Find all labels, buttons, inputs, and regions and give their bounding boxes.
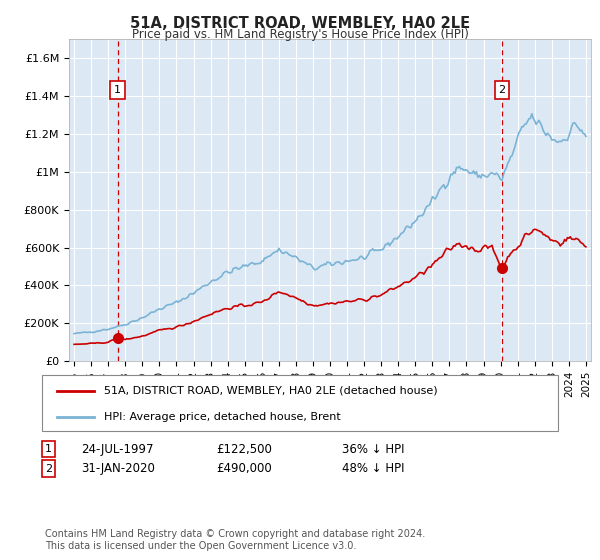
Text: £122,500: £122,500 xyxy=(216,442,272,456)
Text: 1: 1 xyxy=(45,444,52,454)
Text: £490,000: £490,000 xyxy=(216,462,272,475)
Text: 48% ↓ HPI: 48% ↓ HPI xyxy=(342,462,404,475)
Text: 31-JAN-2020: 31-JAN-2020 xyxy=(81,462,155,475)
Text: 36% ↓ HPI: 36% ↓ HPI xyxy=(342,442,404,456)
Text: Contains HM Land Registry data © Crown copyright and database right 2024.
This d: Contains HM Land Registry data © Crown c… xyxy=(45,529,425,551)
Text: 1: 1 xyxy=(114,85,121,95)
Text: Price paid vs. HM Land Registry's House Price Index (HPI): Price paid vs. HM Land Registry's House … xyxy=(131,28,469,41)
Text: 2: 2 xyxy=(499,85,506,95)
FancyBboxPatch shape xyxy=(42,375,558,431)
Text: 51A, DISTRICT ROAD, WEMBLEY, HA0 2LE (detached house): 51A, DISTRICT ROAD, WEMBLEY, HA0 2LE (de… xyxy=(104,386,437,396)
Text: HPI: Average price, detached house, Brent: HPI: Average price, detached house, Bren… xyxy=(104,412,341,422)
Text: 2: 2 xyxy=(45,464,52,474)
Text: 51A, DISTRICT ROAD, WEMBLEY, HA0 2LE: 51A, DISTRICT ROAD, WEMBLEY, HA0 2LE xyxy=(130,16,470,31)
Text: 24-JUL-1997: 24-JUL-1997 xyxy=(81,442,154,456)
